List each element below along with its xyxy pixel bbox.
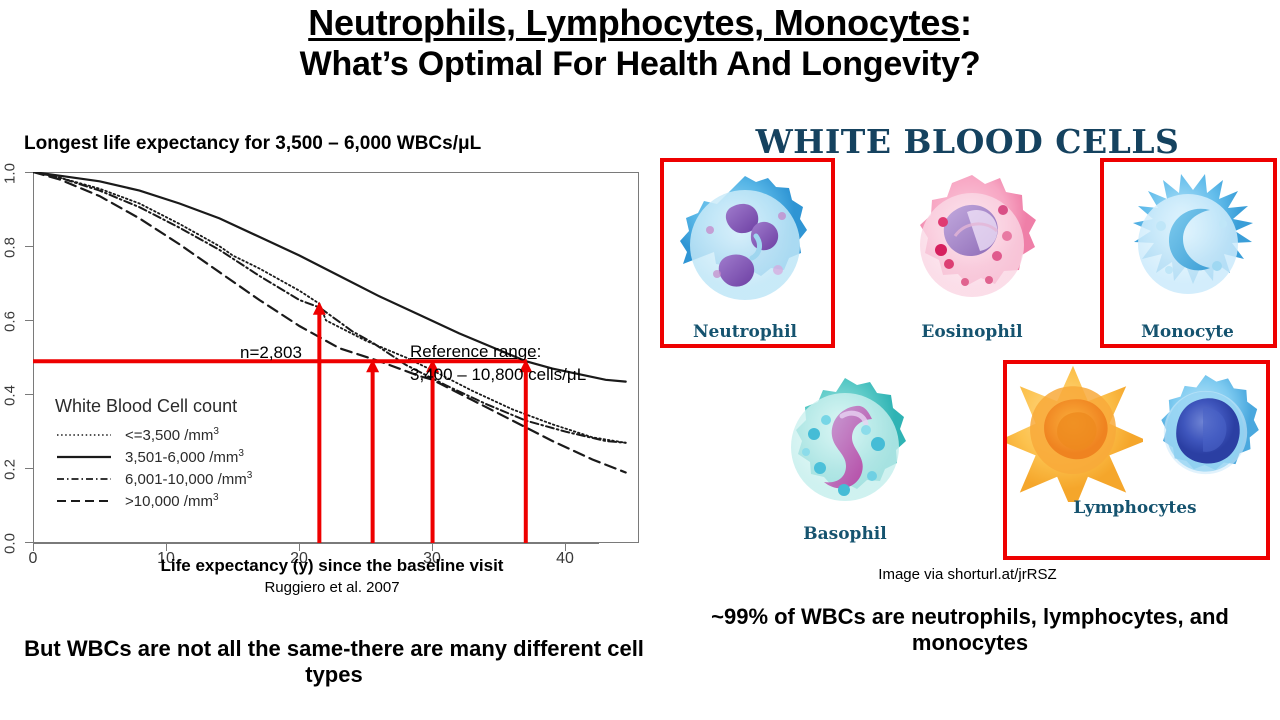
annotation-arrow-head bbox=[426, 359, 440, 373]
slide-title: Neutrophils, Lymphocytes, Monocytes: Wha… bbox=[0, 2, 1280, 84]
image-attribution: Image via shorturl.at/jrRSZ bbox=[878, 566, 1057, 583]
legend-label-gt10000: >10,000 /mm3 bbox=[125, 492, 219, 510]
annotation-arrow-head bbox=[366, 359, 380, 373]
legend-key-dotted bbox=[55, 428, 113, 442]
poster-title: WHITE BLOOD CELLS bbox=[755, 122, 1180, 161]
cell-neutrophil: Neutrophil bbox=[665, 170, 825, 342]
basophil-icon bbox=[770, 372, 920, 522]
ytick-mark-1.0 bbox=[25, 172, 33, 174]
cell-label-neutrophil: Neutrophil bbox=[692, 322, 798, 342]
red-annotation-overlay bbox=[33, 301, 533, 543]
series-line bbox=[33, 172, 627, 474]
lymphocyte-blue-icon bbox=[1143, 370, 1268, 495]
cell-label-lymphocytes: Lymphocytes bbox=[1073, 498, 1197, 518]
chart-legend: White Blood Cell count <=3,500 /mm3 3,50… bbox=[55, 396, 252, 512]
series-line bbox=[33, 172, 627, 444]
highlight-box-lymphocytes bbox=[1003, 360, 1270, 560]
legend-item-6001-10000: 6,001-10,000 /mm3 bbox=[55, 468, 252, 490]
reference-range-note: Reference range: 3,400 – 10,800 cells/μL bbox=[410, 341, 586, 387]
ytick-mark-0.0 bbox=[25, 542, 33, 544]
cell-label-monocyte: Monocyte bbox=[1141, 322, 1234, 342]
reference-range-label: Reference range bbox=[410, 342, 537, 361]
chart-citation: Ruggiero et al. 2007 bbox=[264, 579, 400, 596]
xtick-label-0: 0 bbox=[28, 550, 38, 567]
xtick-mark-10 bbox=[166, 543, 168, 551]
ytick-mark-0.8 bbox=[25, 246, 33, 248]
legend-title: White Blood Cell count bbox=[55, 396, 238, 416]
ytick-label-1.0: 1.0 bbox=[1, 163, 19, 184]
neutrophil-icon bbox=[670, 170, 820, 320]
ytick-label-0.6: 0.6 bbox=[1, 311, 19, 332]
legend-key-dashed bbox=[55, 494, 113, 508]
xtick-mark-30 bbox=[432, 543, 434, 551]
xtick-label-40: 40 bbox=[556, 550, 574, 567]
xtick-label-10: 10 bbox=[157, 550, 175, 567]
left-caption: But WBCs are not all the same-there are … bbox=[24, 636, 644, 688]
highlight-box-neutrophil bbox=[660, 158, 835, 348]
annotation-arrow-head bbox=[519, 359, 533, 373]
annotation-arrow-head bbox=[312, 301, 326, 315]
xtick-label-20: 20 bbox=[290, 550, 308, 567]
xaxis-title: Life expectancy (y) since the baseline v… bbox=[160, 556, 504, 575]
ytick-mark-0.2 bbox=[25, 468, 33, 470]
title-line-1: Neutrophils, Lymphocytes, Monocytes: bbox=[0, 2, 1280, 43]
chart-canvas bbox=[33, 172, 627, 543]
legend-item-lte3500: <=3,500 /mm3 bbox=[55, 424, 252, 446]
reference-range-colon: : bbox=[536, 342, 542, 361]
reference-range-value: 3,400 – 10,800 cells/μL bbox=[410, 364, 587, 384]
title-line-2: What’s Optimal For Health And Longevity? bbox=[299, 45, 981, 84]
cell-monocyte: Monocyte bbox=[1105, 170, 1270, 342]
title-line-1-colon: : bbox=[959, 2, 972, 43]
xtick-mark-20 bbox=[299, 543, 301, 551]
lymphocyte-orange-icon bbox=[1002, 362, 1143, 502]
monocyte-icon bbox=[1113, 170, 1263, 320]
legend-item-gt10000: >10,000 /mm3 bbox=[55, 490, 252, 512]
legend-label-3501-6000: 3,501-6,000 /mm3 bbox=[125, 448, 244, 466]
legend-item-3501-6000: 3,501-6,000 /mm3 bbox=[55, 446, 252, 468]
series-line bbox=[33, 172, 627, 383]
highlight-box-monocyte bbox=[1100, 158, 1277, 348]
cell-basophil: Basophil bbox=[765, 372, 925, 544]
xtick-mark-40 bbox=[565, 543, 567, 551]
ytick-label-0.2: 0.2 bbox=[1, 459, 19, 480]
chart-heading: Longest life expectancy for 3,500 – 6,00… bbox=[24, 133, 482, 154]
survival-chart: 1.0 0.8 0.6 0.4 0.2 0.0 0 10 20 30 40 bbox=[0, 160, 664, 567]
cell-label-basophil: Basophil bbox=[803, 524, 887, 544]
ytick-label-0.8: 0.8 bbox=[1, 237, 19, 258]
eosinophil-icon bbox=[897, 170, 1047, 320]
cell-label-eosinophil: Eosinophil bbox=[921, 322, 1023, 342]
right-caption: ~99% of WBCs are neutrophils, lymphocyte… bbox=[711, 604, 1229, 656]
cell-lymphocytes: Lymphocytes bbox=[1000, 362, 1270, 518]
ytick-mark-0.4 bbox=[25, 394, 33, 396]
ytick-label-0.4: 0.4 bbox=[1, 385, 19, 406]
xtick-label-30: 30 bbox=[423, 550, 441, 567]
xaxis-line bbox=[33, 543, 599, 545]
legend-label-lte3500: <=3,500 /mm3 bbox=[125, 426, 219, 444]
legend-key-solid bbox=[55, 450, 113, 464]
plot-frame bbox=[33, 172, 639, 543]
ytick-mark-0.6 bbox=[25, 320, 33, 322]
title-line-1-underlined: Neutrophils, Lymphocytes, Monocytes bbox=[308, 2, 960, 43]
cell-eosinophil: Eosinophil bbox=[892, 170, 1052, 342]
xtick-mark-0 bbox=[33, 543, 35, 551]
sample-size-note: n=2,803 bbox=[240, 343, 302, 362]
wbc-poster: WHITE BLOOD CELLS bbox=[655, 122, 1280, 592]
legend-key-dashdot bbox=[55, 472, 113, 486]
legend-label-6001-10000: 6,001-10,000 /mm3 bbox=[125, 470, 253, 488]
